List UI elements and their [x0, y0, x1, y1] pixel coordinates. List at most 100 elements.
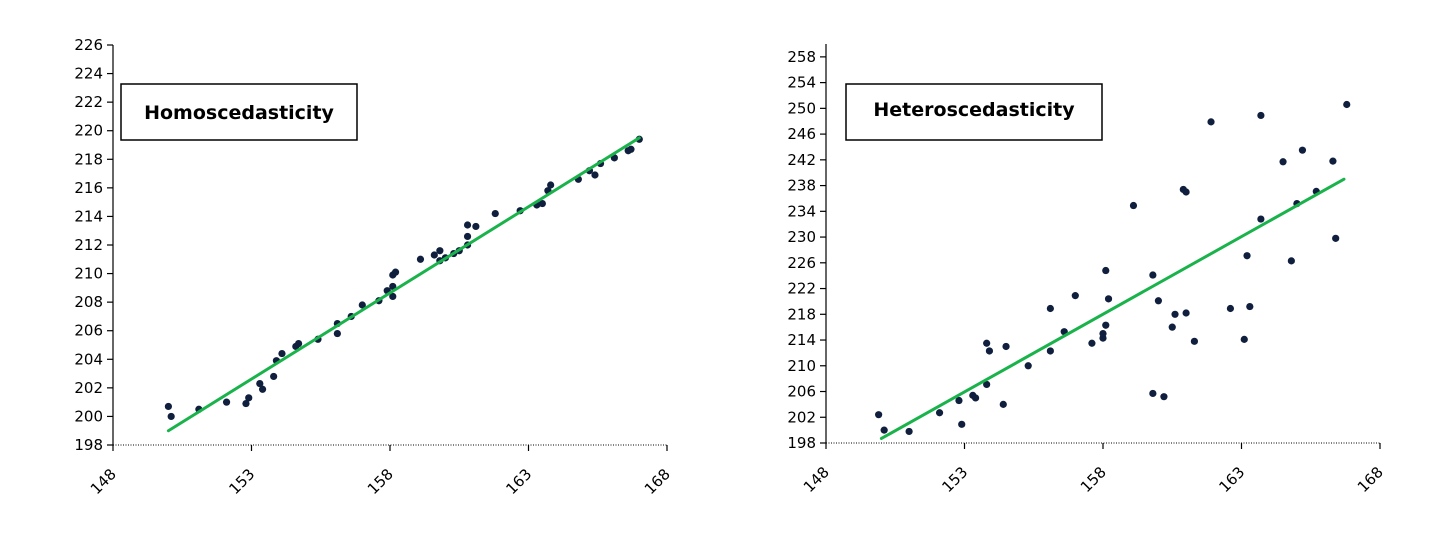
- data-point: [1257, 111, 1265, 120]
- chart-title: Homoscedasticity: [144, 102, 334, 124]
- y-tick-label: 218: [74, 150, 103, 168]
- data-point: [1332, 234, 1340, 242]
- x-tick-label: 148: [87, 465, 120, 498]
- data-point: [1046, 304, 1054, 313]
- data-point: [1002, 342, 1010, 351]
- data-point: [258, 385, 267, 393]
- data-point: [591, 171, 599, 179]
- data-point: [1240, 335, 1248, 343]
- data-point: [1287, 257, 1295, 265]
- data-point: [538, 199, 546, 208]
- y-tick-label: 214: [74, 207, 103, 225]
- data-point: [1129, 201, 1138, 210]
- trendline: [879, 177, 1346, 440]
- data-point: [463, 221, 472, 229]
- title-box-border: [120, 83, 358, 141]
- data-point: [1182, 309, 1190, 317]
- data-point: [1257, 215, 1265, 223]
- y-tick-label: 250: [787, 99, 816, 117]
- data-point: [1104, 295, 1113, 303]
- data-point: [245, 394, 253, 402]
- data-point: [1071, 292, 1079, 300]
- y-tick-label: 220: [74, 122, 103, 140]
- data-point: [1160, 393, 1168, 401]
- data-point: [1207, 118, 1215, 126]
- y-tick-label: 204: [74, 350, 103, 368]
- data-point: [880, 426, 888, 434]
- data-point: [463, 232, 472, 241]
- x-tick-label: 153: [225, 465, 258, 498]
- y-tick-label: 222: [787, 280, 816, 298]
- y-tick-label: 226: [787, 254, 816, 272]
- x-tick-label: 158: [364, 465, 397, 498]
- data-point: [1246, 302, 1254, 311]
- trendline-group: [879, 177, 1346, 440]
- data-point: [242, 399, 250, 408]
- chart-homoscedasticity: 198 200 202 204 206 208 210 212 214 216 218 220 222 2…: [74, 36, 673, 498]
- data-point: [416, 255, 425, 263]
- data-point: [278, 349, 286, 358]
- data-point: [999, 400, 1007, 408]
- y-tick-label: 210: [787, 357, 816, 375]
- x-tick-label: 153: [938, 463, 971, 496]
- data-point: [1171, 310, 1179, 318]
- data-point: [955, 396, 963, 405]
- data-point: [983, 380, 991, 389]
- data-point: [1102, 266, 1110, 275]
- data-point: [875, 411, 883, 419]
- y-tick-label: 234: [787, 202, 816, 220]
- data-point: [1046, 347, 1054, 355]
- data-point: [1168, 323, 1176, 331]
- data-point: [167, 412, 175, 421]
- data-point: [430, 251, 438, 259]
- data-point: [256, 379, 264, 388]
- data-point: [1343, 100, 1351, 109]
- data-point: [1298, 146, 1307, 154]
- data-point: [333, 329, 341, 338]
- scatter-points: [875, 100, 1351, 436]
- data-point: [491, 209, 499, 218]
- y-tick-label: 254: [787, 74, 816, 92]
- data-point: [971, 394, 980, 402]
- x-axis: 148 153 158 163 168: [87, 444, 674, 498]
- data-point: [983, 339, 991, 347]
- data-point: [627, 145, 635, 153]
- data-point: [935, 409, 944, 417]
- trendline: [166, 136, 641, 433]
- y-tick-label: 206: [74, 322, 103, 340]
- y-tick-label: 206: [787, 383, 816, 401]
- data-point: [436, 247, 444, 255]
- data-point: [1226, 304, 1235, 313]
- data-point: [1088, 339, 1096, 347]
- y-tick-label: 222: [74, 93, 103, 111]
- data-point: [270, 372, 278, 381]
- x-tick-label: 168: [1354, 463, 1387, 496]
- data-point: [222, 398, 231, 406]
- y-tick-label: 202: [74, 379, 103, 397]
- y-tick-label: 218: [787, 305, 816, 323]
- x-tick-label: 163: [502, 465, 535, 498]
- y-tick-label: 198: [787, 434, 816, 452]
- y-tick-label: 202: [787, 408, 816, 426]
- y-tick-label: 210: [74, 265, 103, 283]
- trendline-group: [166, 136, 641, 433]
- data-point: [164, 402, 172, 411]
- data-point: [958, 420, 966, 428]
- x-tick-label: 158: [1077, 463, 1110, 496]
- y-axis: 198 202 206 210 214 218 222 226 230 234 238 242 246 2…: [787, 44, 827, 452]
- y-tick-label: 212: [74, 236, 103, 254]
- data-point: [1154, 297, 1162, 305]
- data-point: [1182, 188, 1190, 196]
- data-point: [1190, 337, 1199, 345]
- y-tick-label: 242: [787, 151, 816, 169]
- y-tick-label: 200: [74, 407, 103, 425]
- y-tick-label: 216: [74, 179, 103, 197]
- title-box: Heteroscedasticity: [845, 83, 1103, 141]
- data-point: [391, 268, 400, 276]
- data-point: [1099, 329, 1107, 338]
- y-tick-label: 214: [787, 331, 816, 349]
- title-box-border: [845, 83, 1103, 141]
- y-tick-label: 230: [787, 228, 816, 246]
- data-point: [389, 292, 397, 301]
